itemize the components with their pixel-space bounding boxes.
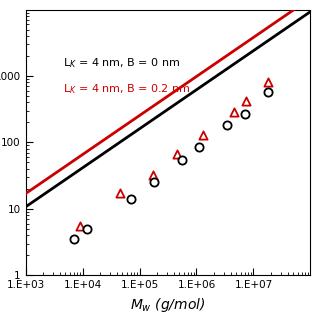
Point: [265, 79, 270, 84]
Text: L$_{K}$ = 4 nm, B = 0.2 nm: L$_{K}$ = 4 nm, B = 0.2 nm: [63, 82, 190, 96]
Point: [244, 99, 249, 104]
Text: L$_{K}$ = 4 nm, B = 0 nm: L$_{K}$ = 4 nm, B = 0 nm: [63, 56, 180, 70]
Point: [174, 151, 179, 156]
Point: [77, 223, 83, 228]
Point: [231, 109, 236, 114]
Point: [128, 196, 133, 202]
Point: [196, 145, 201, 150]
Point: [242, 111, 247, 116]
Point: [84, 226, 90, 231]
Point: [179, 157, 184, 162]
Point: [225, 123, 230, 128]
Point: [71, 236, 76, 242]
X-axis label: $M_w$ (g/mol): $M_w$ (g/mol): [130, 296, 206, 314]
Point: [265, 89, 270, 94]
Point: [150, 173, 155, 178]
Point: [117, 191, 122, 196]
Point: [200, 132, 205, 137]
Point: [151, 180, 156, 185]
